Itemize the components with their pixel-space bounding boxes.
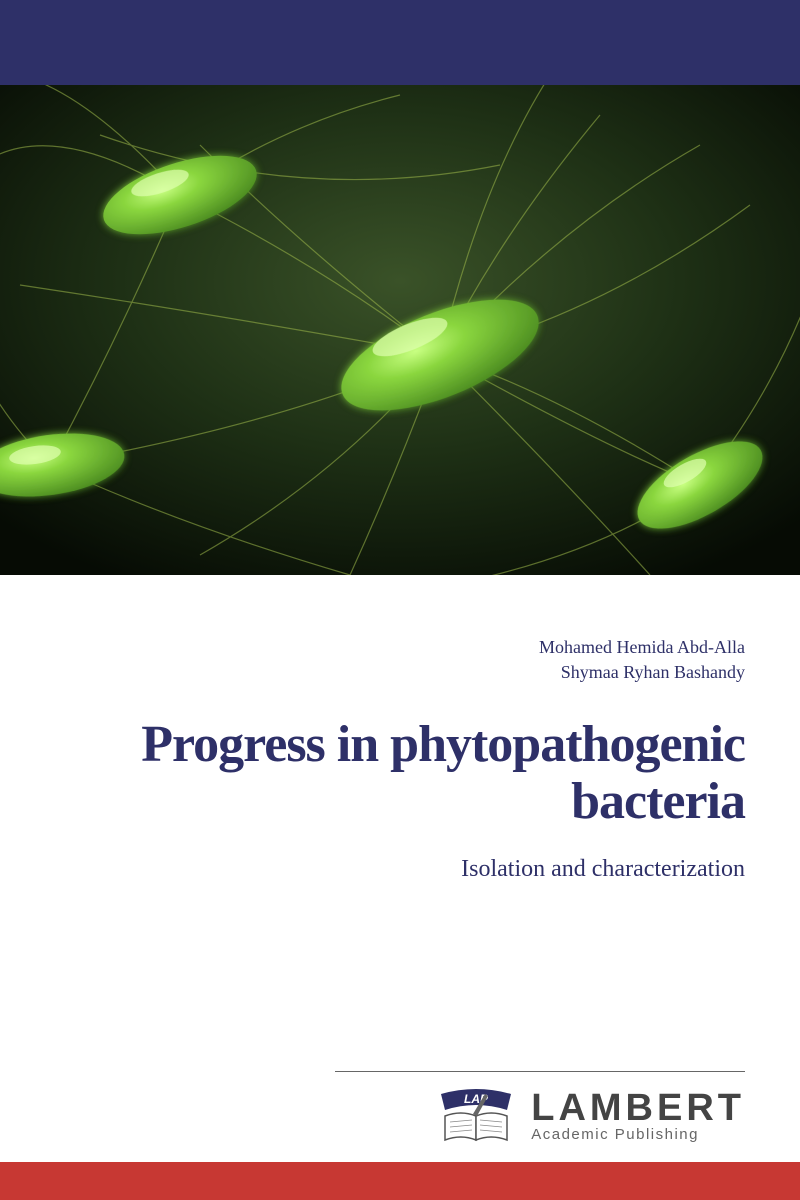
bottom-color-band bbox=[0, 1162, 800, 1200]
publisher-block: LAP LAMBERT Academic Publishing bbox=[435, 1086, 745, 1148]
author-names: Mohamed Hemida Abd-Alla Shymaa Ryhan Bas… bbox=[0, 635, 745, 685]
publisher-logo-icon: LAP bbox=[435, 1086, 517, 1148]
publisher-name: LAMBERT bbox=[531, 1091, 745, 1125]
top-color-band bbox=[0, 0, 800, 85]
book-title: Progress in phytopathogenic bacteria bbox=[0, 717, 745, 829]
publisher-text: LAMBERT Academic Publishing bbox=[531, 1091, 745, 1142]
bacteria-illustration bbox=[0, 85, 800, 575]
book-subtitle: Isolation and characterization bbox=[0, 856, 745, 883]
cover-image-area bbox=[0, 85, 800, 575]
author-1: Mohamed Hemida Abd-Alla bbox=[0, 635, 745, 660]
publisher-divider bbox=[335, 1071, 745, 1072]
author-2: Shymaa Ryhan Bashandy bbox=[0, 660, 745, 685]
text-content-area: Mohamed Hemida Abd-Alla Shymaa Ryhan Bas… bbox=[0, 575, 800, 975]
